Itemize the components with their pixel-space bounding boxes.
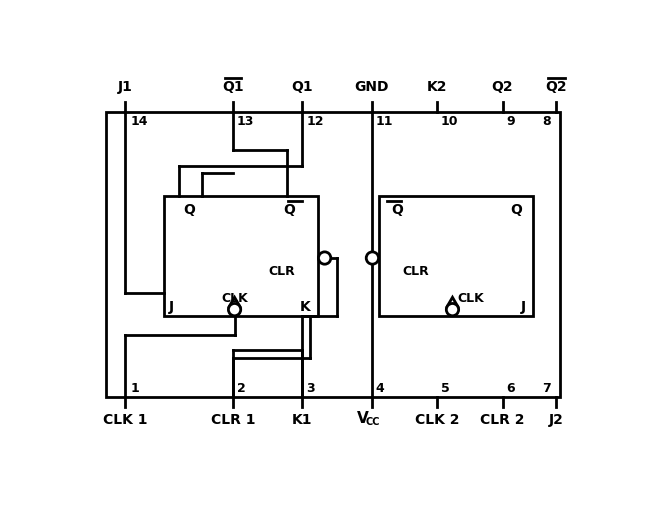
Circle shape <box>447 303 459 316</box>
Text: GND: GND <box>354 80 389 94</box>
Text: J: J <box>169 300 174 314</box>
Text: CLK 2: CLK 2 <box>415 413 460 427</box>
Circle shape <box>318 252 331 264</box>
Text: Q: Q <box>283 204 294 217</box>
Text: CLR: CLR <box>268 265 295 278</box>
Bar <box>164 196 318 316</box>
Text: K: K <box>299 300 310 314</box>
Text: Q2: Q2 <box>491 80 514 94</box>
Bar <box>106 112 560 397</box>
Text: Q1: Q1 <box>222 80 244 94</box>
Text: J2: J2 <box>549 413 564 427</box>
Text: Q: Q <box>510 204 522 217</box>
Text: 10: 10 <box>441 115 458 128</box>
Text: V: V <box>356 411 369 426</box>
Text: 12: 12 <box>306 115 324 128</box>
Text: 9: 9 <box>506 115 515 128</box>
Text: K1: K1 <box>292 413 313 427</box>
Text: 14: 14 <box>131 115 148 128</box>
Text: 8: 8 <box>542 115 551 128</box>
Text: 13: 13 <box>237 115 254 128</box>
Text: 4: 4 <box>376 382 384 395</box>
Text: CC: CC <box>366 417 380 427</box>
Circle shape <box>228 303 240 316</box>
Text: CLK: CLK <box>221 292 248 305</box>
Text: CLR 1: CLR 1 <box>211 413 255 427</box>
Bar <box>380 196 534 316</box>
Text: CLR 2: CLR 2 <box>480 413 525 427</box>
Text: 1: 1 <box>131 382 139 395</box>
Text: 5: 5 <box>441 382 450 395</box>
Circle shape <box>366 252 378 264</box>
Text: J1: J1 <box>118 80 133 94</box>
Text: 6: 6 <box>506 382 515 395</box>
Text: Q: Q <box>183 204 195 217</box>
Text: 2: 2 <box>237 382 246 395</box>
Text: 7: 7 <box>542 382 551 395</box>
Text: Q2: Q2 <box>545 80 567 94</box>
Text: CLK: CLK <box>458 292 484 305</box>
Text: CLK 1: CLK 1 <box>103 413 148 427</box>
Text: Q: Q <box>391 204 403 217</box>
Text: 11: 11 <box>376 115 393 128</box>
Text: Q1: Q1 <box>291 80 313 94</box>
Text: K2: K2 <box>427 80 447 94</box>
Text: CLR: CLR <box>402 265 429 278</box>
Text: J: J <box>521 300 526 314</box>
Text: 3: 3 <box>306 382 315 395</box>
